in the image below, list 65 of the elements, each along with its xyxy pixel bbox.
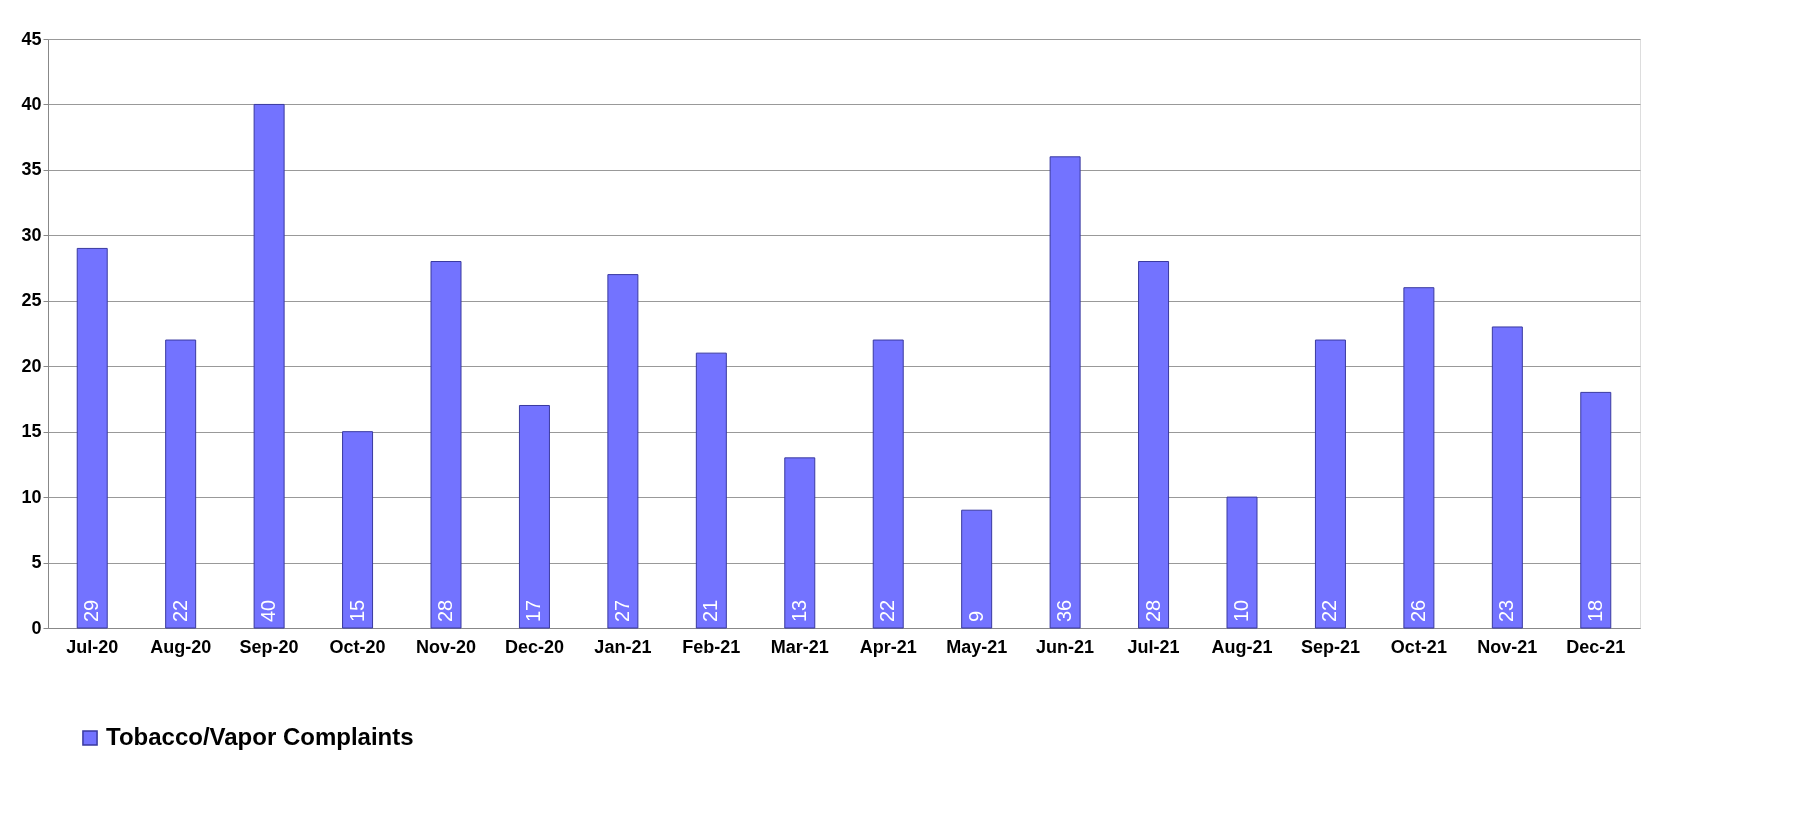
- bar: [430, 261, 462, 629]
- data-label: 15: [345, 599, 368, 622]
- y-tick-label: 25: [21, 290, 42, 311]
- x-tick-label: Aug-21: [1211, 636, 1273, 657]
- x-tick-label: Oct-20: [329, 636, 386, 657]
- data-label: 22: [876, 599, 899, 622]
- bar: [784, 457, 816, 629]
- bar: [607, 274, 639, 629]
- data-label: 22: [1318, 599, 1341, 622]
- bar: [1049, 156, 1081, 629]
- data-label: 22: [168, 599, 191, 622]
- x-tick-label: Jan-21: [594, 636, 652, 657]
- bar: [695, 352, 727, 629]
- x-tick-label: May-21: [946, 636, 1008, 657]
- bar: [872, 339, 904, 629]
- x-tick-label: Nov-20: [415, 636, 477, 657]
- y-tick-label: 40: [21, 93, 42, 114]
- y-tick-label: 15: [21, 421, 42, 442]
- bar: [1226, 496, 1258, 629]
- x-tick-label: Oct-21: [1390, 636, 1447, 657]
- x-tick-label: Feb-21: [682, 636, 741, 657]
- x-tick-label: Mar-21: [770, 636, 829, 657]
- bar: [1403, 287, 1435, 629]
- y-tick-label: 5: [31, 552, 42, 573]
- data-label: 29: [80, 599, 103, 622]
- data-label: 23: [1495, 599, 1518, 622]
- x-tick-label: Nov-21: [1477, 636, 1538, 657]
- data-label: 21: [699, 599, 722, 622]
- data-label: 10: [1230, 599, 1252, 622]
- y-tick-label: 35: [21, 159, 42, 180]
- x-tick-label: Sep-21: [1300, 636, 1360, 657]
- bar: [1314, 339, 1346, 629]
- data-label: 27: [610, 599, 633, 622]
- y-tick-label: 0: [31, 617, 42, 638]
- bar: [253, 103, 285, 629]
- data-label: 13: [787, 599, 810, 622]
- bar: [342, 431, 374, 629]
- data-label: 40: [257, 599, 280, 622]
- y-tick-label: 20: [21, 355, 42, 376]
- bar: [165, 339, 197, 629]
- x-tick-label: Jun-21: [1036, 636, 1095, 657]
- data-label: 17: [522, 599, 545, 622]
- bar: [961, 509, 993, 629]
- bar: [518, 404, 550, 629]
- data-label: 26: [1406, 599, 1429, 622]
- bar: [1491, 326, 1523, 629]
- bar: [76, 247, 108, 629]
- x-tick-label: Dec-20: [504, 636, 564, 657]
- y-tick-label: 30: [21, 224, 42, 245]
- x-tick-label: Dec-21: [1566, 636, 1626, 657]
- data-label: 28: [434, 599, 456, 622]
- x-tick-label: Jul-21: [1127, 636, 1180, 657]
- bar: [1580, 391, 1612, 629]
- x-tick-label: Apr-21: [859, 636, 917, 657]
- x-tick-label: Sep-20: [239, 636, 299, 657]
- x-tick-label: Aug-20: [150, 636, 212, 657]
- data-label: 18: [1583, 599, 1606, 622]
- data-label: 9: [964, 610, 987, 622]
- legend-label: Tobacco/Vapor Complaints: [106, 723, 414, 750]
- x-tick-label: Jul-20: [66, 636, 119, 657]
- data-label: 28: [1141, 599, 1164, 622]
- y-tick-label: 45: [21, 28, 42, 49]
- data-label: 36: [1053, 599, 1076, 622]
- y-tick-label: 10: [21, 486, 42, 507]
- bar: [1138, 261, 1170, 629]
